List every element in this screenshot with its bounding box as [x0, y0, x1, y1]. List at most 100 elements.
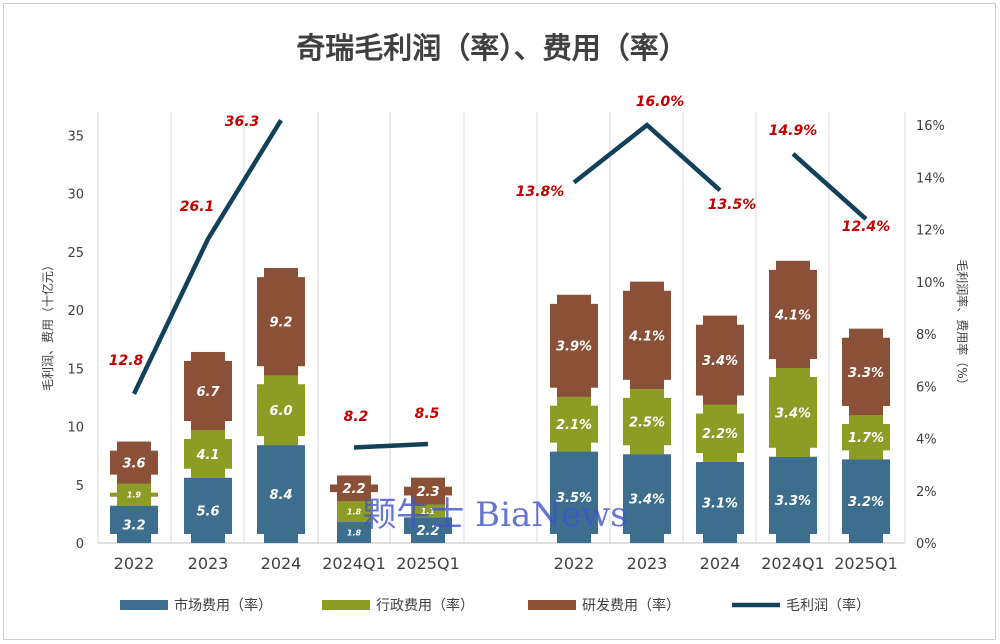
left-tick-label: 35 — [67, 129, 84, 144]
right-tick-label: 6% — [916, 380, 937, 395]
rate-gross-margin-line-annual — [572, 122, 722, 193]
right-tick-label: 12% — [916, 224, 945, 239]
amount-label-market-4: 2.2 — [416, 524, 439, 539]
rate-label-market-3: 3.3% — [775, 494, 811, 509]
rate-bar-rd-body-2 — [696, 315, 744, 405]
right-tick-label: 14% — [916, 171, 945, 186]
rate-label-admin-2: 2.2% — [702, 427, 738, 442]
left-tick-label: 15 — [67, 362, 84, 377]
amount-label-admin-0: 1.9 — [127, 491, 142, 500]
left-axis-label: 毛利润、费用（十亿元） — [40, 259, 55, 391]
right-tick-label: 2% — [916, 485, 937, 500]
left-tick-label: 10 — [67, 421, 84, 436]
amount-bar-rd-body-1 — [184, 351, 232, 431]
left-tick-label: 30 — [67, 188, 84, 203]
amount-label-market-2: 8.4 — [269, 488, 292, 503]
amount-bar-market-body-4 — [404, 517, 452, 543]
category-label-8: 2024Q1 — [761, 554, 825, 573]
amount-label-admin-1: 4.1 — [195, 448, 219, 463]
rate-bar-market-body-4 — [842, 459, 890, 543]
amount-label-market-1: 5.6 — [196, 504, 219, 519]
category-label-6: 2023 — [627, 554, 668, 573]
category-label-3: 2024Q1 — [322, 554, 386, 573]
rate-label-rd-1: 4.1% — [628, 329, 665, 344]
rate-label-market-2: 3.1% — [702, 496, 738, 511]
amount-label-rd-2: 9.2 — [269, 316, 292, 331]
amount-label-market-3: 1.8 — [347, 529, 362, 538]
legend-label-0: 市场费用（率） — [174, 597, 272, 614]
amount-label-rd-1: 6.7 — [196, 385, 220, 400]
category-label-0: 2022 — [114, 554, 155, 573]
right-tick-label: 0% — [916, 537, 937, 552]
category-label-9: 2025Q1 — [834, 554, 898, 573]
rate-bar-admin-body-4 — [842, 415, 890, 460]
right-tick-label: 10% — [916, 276, 945, 291]
rate-gross-margin-label-3: 14.9% — [769, 123, 818, 139]
amount-gross-profit-label-0: 12.8 — [109, 353, 144, 369]
rate-label-market-4: 3.2% — [848, 495, 884, 510]
right-axis-ticks: 0% 2% 4% 6% 8% 10% 12% 14% 16% — [916, 119, 945, 552]
amount-bar-rd-body-4 — [404, 477, 452, 505]
rate-bar-market-body-3 — [769, 456, 817, 543]
rate-bar-admin-body-1 — [623, 388, 671, 455]
amount-bar-admin-3 — [337, 501, 371, 523]
legend-swatch-0 — [120, 600, 168, 610]
rate-label-admin-4: 1.7% — [848, 431, 884, 446]
legend-label-3: 毛利润（率） — [786, 597, 870, 614]
rate-bar-rd-body-4 — [842, 328, 890, 416]
grid — [97, 112, 906, 544]
legend-label-2: 研发费用（率） — [582, 597, 680, 614]
rate-label-admin-3: 3.4% — [775, 406, 811, 421]
rate-label-rd-0: 3.9% — [556, 340, 592, 355]
legend: 市场费用（率） 行政费用（率） 研发费用（率） 毛利润（率） — [120, 597, 870, 614]
amount-bar-market-3 — [337, 522, 371, 543]
rate-gross-margin-line-quarter — [791, 152, 868, 221]
rate-bar-market-body-0 — [550, 451, 598, 543]
category-label-5: 2022 — [554, 554, 595, 573]
amount-label-rd-3: 2.2 — [342, 482, 365, 497]
category-label-2: 2024 — [261, 554, 302, 573]
category-labels: 2022 2023 2024 2024Q1 2025Q1 2022 2023 2024 2024… — [114, 554, 898, 573]
rate-gross-margin-label-0: 13.8% — [516, 184, 565, 200]
legend-swatch-1 — [322, 600, 370, 610]
rate-gross-margin-label-2: 13.5% — [708, 197, 757, 213]
amount-bar-market-body-1 — [184, 477, 232, 543]
left-axis-ticks: 0 5 10 15 20 25 30 35 — [67, 129, 84, 552]
amount-bar-market-body-0 — [110, 505, 158, 543]
amount-gross-profit-label-1: 26.1 — [180, 199, 215, 215]
rate-label-rd-4: 3.3% — [848, 366, 884, 381]
amount-bar-market-body-2 — [257, 445, 305, 543]
rate-bar-admin-body-3 — [769, 367, 817, 457]
left-tick-label: 20 — [67, 304, 84, 319]
rate-bar-rd-body-1 — [623, 281, 671, 389]
amount-label-admin-4: 1.1 — [421, 507, 435, 516]
rate-bar-market-body-1 — [623, 454, 671, 543]
rate-bar-rd-body-0 — [550, 294, 598, 397]
rate-bar-rd-body-3 — [769, 260, 817, 368]
amount-bar-rd-body-3 — [330, 475, 378, 502]
rate-label-market-1: 3.4% — [629, 493, 665, 508]
rate-bar-admin-body-0 — [550, 396, 598, 452]
left-tick-label: 25 — [67, 246, 84, 261]
rate-gross-margin-label-1: 16.0% — [636, 94, 685, 110]
rate-label-market-0: 3.5% — [556, 491, 592, 506]
amount-bar-rd-body-2 — [257, 268, 305, 376]
amount-gross-profit-line-annual — [131, 118, 283, 395]
rate-bar-market-body-2 — [696, 462, 744, 543]
rate-label-rd-2: 3.4% — [702, 354, 738, 369]
legend-swatch-2 — [528, 600, 576, 610]
rate-label-admin-0: 2.1% — [556, 418, 592, 433]
amount-label-market-0: 3.2 — [122, 518, 145, 533]
rate-label-admin-1: 2.5% — [629, 415, 665, 430]
rate-gross-margin-label-4: 12.4% — [842, 219, 891, 235]
category-label-7: 2024 — [700, 554, 741, 573]
rate-bar-admin-body-2 — [696, 404, 744, 463]
amount-label-rd-0: 3.6 — [122, 457, 145, 472]
category-label-4: 2025Q1 — [396, 554, 460, 573]
amount-gross-profit-line-quarter — [353, 441, 429, 450]
amount-label-rd-4: 2.3 — [416, 485, 439, 500]
amount-gross-profit-label-4: 8.5 — [415, 406, 440, 422]
right-tick-label: 8% — [916, 328, 937, 343]
lines: 12.8 26.1 36.3 8.2 8.5 13.8% 16.0% 13.5% 14.9% 12… — [109, 94, 891, 450]
